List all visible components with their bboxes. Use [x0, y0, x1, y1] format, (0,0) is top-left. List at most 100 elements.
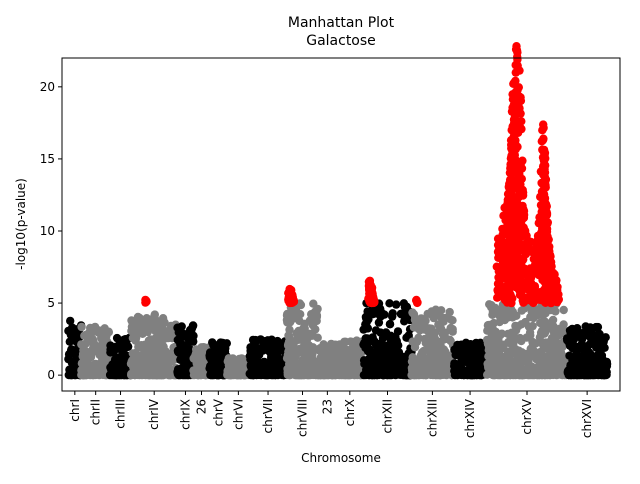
y-axis: 0 5 10 15 20	[40, 80, 62, 382]
data-point	[497, 329, 507, 338]
significant-point	[507, 298, 516, 308]
data-point	[313, 304, 322, 314]
significant-point	[542, 209, 552, 218]
x-tick-label: chrV	[211, 398, 225, 426]
data-point	[551, 337, 561, 346]
data-point	[437, 370, 446, 379]
data-point	[439, 345, 449, 354]
data-point	[111, 355, 120, 364]
data-point	[165, 349, 175, 358]
data-point	[121, 335, 130, 344]
data-point	[411, 314, 420, 323]
data-point	[442, 334, 451, 343]
data-point	[90, 343, 99, 353]
data-point	[495, 370, 504, 380]
y-tick-label: 20	[40, 80, 55, 94]
data-point	[559, 305, 568, 315]
significant-point	[518, 156, 527, 165]
plot-frame	[61, 57, 621, 392]
data-point	[316, 353, 325, 363]
data-point	[476, 360, 485, 369]
data-point	[537, 366, 546, 375]
data-point	[282, 315, 292, 325]
data-point	[182, 340, 192, 350]
data-point	[381, 370, 391, 379]
x-tick-label: chrXVI	[580, 399, 594, 438]
significant-point	[542, 202, 551, 211]
data-point	[430, 350, 439, 359]
data-point	[552, 370, 561, 380]
data-point	[544, 365, 553, 374]
data-point	[437, 306, 446, 315]
data-point	[176, 355, 185, 364]
data-point	[385, 320, 395, 329]
data-point	[77, 359, 87, 368]
data-point	[597, 340, 607, 349]
significant-point	[141, 298, 150, 307]
data-point	[141, 348, 151, 357]
data-point	[435, 337, 445, 346]
significant-point	[541, 175, 551, 184]
data-point	[120, 343, 130, 352]
significant-point	[370, 298, 379, 307]
data-point	[112, 333, 122, 343]
data-point	[400, 363, 409, 372]
data-point	[596, 353, 606, 363]
data-point	[460, 370, 469, 380]
data-point	[322, 352, 332, 361]
data-point	[514, 346, 524, 355]
significant-point	[526, 237, 536, 247]
significant-point	[516, 123, 525, 133]
data-point	[400, 302, 410, 312]
data-point	[194, 370, 203, 379]
data-point	[165, 326, 174, 335]
data-point	[410, 358, 419, 367]
data-point	[210, 349, 219, 358]
significant-point	[517, 117, 526, 126]
significant-point	[289, 297, 298, 306]
data-point	[530, 370, 539, 380]
x-tick-label: chrXV	[520, 398, 534, 434]
chromosome-points-chrVII	[245, 335, 291, 380]
data-point	[552, 352, 562, 362]
data-point	[299, 323, 308, 333]
data-point	[143, 356, 153, 365]
data-point	[365, 358, 374, 368]
data-point	[246, 370, 256, 380]
x-axis-label: Chromosome	[301, 451, 381, 465]
data-point	[131, 336, 140, 345]
data-point	[524, 357, 533, 367]
y-tick-label: 0	[47, 368, 55, 382]
data-point	[156, 331, 165, 340]
significant-point	[538, 126, 547, 135]
data-point	[506, 360, 515, 370]
data-point	[137, 341, 146, 350]
data-point	[540, 329, 549, 338]
data-point	[548, 346, 557, 356]
significant-point	[516, 109, 525, 118]
data-point	[311, 325, 320, 334]
x-tick-label: chrVIII	[296, 399, 310, 437]
data-point	[267, 352, 276, 362]
significant-point	[517, 164, 527, 173]
data-point	[195, 347, 204, 356]
data-point	[486, 360, 496, 369]
data-point	[599, 370, 608, 380]
data-point	[307, 354, 317, 363]
data-point	[389, 361, 398, 370]
data-point	[600, 360, 609, 369]
data-point	[189, 337, 198, 346]
data-point	[584, 360, 594, 369]
data-point	[492, 344, 501, 353]
chromosome-points-chrXIII	[407, 295, 458, 380]
data-point	[363, 307, 372, 316]
significant-point	[517, 286, 527, 296]
data-point	[255, 368, 264, 377]
data-point	[283, 341, 293, 350]
significant-point	[543, 219, 552, 228]
data-point	[283, 364, 292, 374]
data-point	[396, 309, 406, 319]
data-point	[371, 309, 380, 318]
